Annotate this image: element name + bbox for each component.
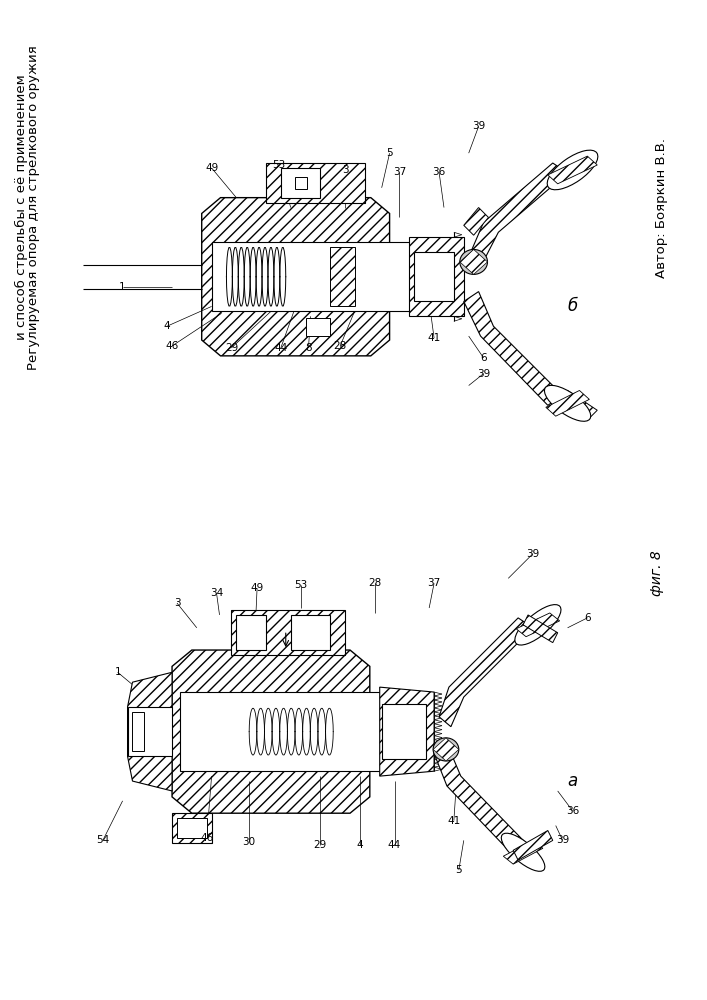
Polygon shape [523,615,558,643]
Bar [177,818,206,838]
Bar [305,318,330,336]
Text: 44: 44 [274,343,288,353]
Text: 37: 37 [393,167,406,177]
Text: 3: 3 [341,165,349,175]
Text: 39: 39 [472,121,485,131]
Polygon shape [434,743,528,855]
Ellipse shape [433,738,459,761]
Text: 5: 5 [386,148,393,158]
Polygon shape [513,831,553,860]
Bar [266,163,365,203]
Bar [414,252,454,301]
Polygon shape [516,613,560,637]
Text: 34: 34 [210,588,223,598]
Ellipse shape [544,385,591,421]
Text: 36: 36 [566,806,579,816]
Text: 6: 6 [480,353,487,363]
Polygon shape [548,156,597,184]
Text: 39: 39 [556,835,569,845]
Text: 29: 29 [225,343,238,353]
Polygon shape [433,738,459,761]
Polygon shape [201,198,390,356]
Text: 41: 41 [448,816,460,826]
Polygon shape [464,292,563,405]
Text: Регулируемая опора для стрелкового оружия: Регулируемая опора для стрелкового оружи… [27,45,40,370]
Ellipse shape [547,150,598,190]
Text: 53: 53 [294,580,308,590]
Text: 3: 3 [174,598,180,608]
Text: Автор: Бояркин В.В.: Автор: Бояркин В.В. [655,138,668,278]
Text: а: а [568,772,578,790]
Text: 1: 1 [119,282,126,292]
Bar [236,615,266,650]
Polygon shape [127,672,172,791]
Ellipse shape [501,833,545,871]
Polygon shape [409,237,464,316]
Text: б: б [568,297,578,315]
Polygon shape [464,208,489,235]
Bar [172,813,211,843]
Bar [132,712,144,751]
Polygon shape [439,618,533,727]
Polygon shape [503,840,543,864]
Text: 49: 49 [250,583,264,593]
Text: 6: 6 [584,613,590,623]
Ellipse shape [460,249,488,274]
Bar [291,615,330,650]
Text: 54: 54 [96,835,110,845]
Text: 36: 36 [433,167,445,177]
Bar [231,610,345,655]
Polygon shape [469,163,568,267]
Text: 53: 53 [272,160,286,170]
Bar [211,242,419,311]
Text: 8: 8 [305,343,312,353]
Bar [180,692,404,771]
Text: фиг. 8: фиг. 8 [650,551,664,596]
Text: 41: 41 [428,333,440,343]
Text: 28: 28 [334,341,346,351]
Text: 44: 44 [388,840,401,850]
Polygon shape [380,687,434,776]
Text: 46: 46 [200,833,214,843]
Text: 4: 4 [356,840,363,850]
Text: 29: 29 [314,840,327,850]
Text: и способ стрельбы с её применением: и способ стрельбы с её применением [16,75,28,340]
Text: 39: 39 [526,549,539,559]
Polygon shape [172,650,370,813]
Bar [295,177,307,189]
Text: 37: 37 [428,578,440,588]
Polygon shape [460,249,488,274]
Ellipse shape [515,605,561,645]
Text: 28: 28 [368,578,381,588]
Bar [127,707,172,756]
Text: 46: 46 [165,341,179,351]
Text: 30: 30 [243,837,256,847]
Text: 4: 4 [164,321,170,331]
Text: 1: 1 [115,667,121,677]
Polygon shape [558,390,597,420]
Text: 5: 5 [455,865,462,875]
Text: 39: 39 [477,369,490,379]
Text: 49: 49 [205,163,218,173]
Polygon shape [546,390,590,416]
Bar [382,704,426,759]
Bar [281,168,320,198]
Bar [330,247,355,306]
